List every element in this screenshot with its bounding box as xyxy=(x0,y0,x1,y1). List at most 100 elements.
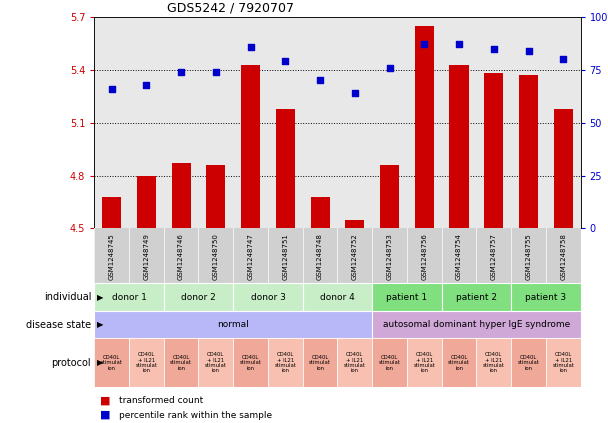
Bar xyxy=(441,283,511,311)
Text: CD40L
stimulat
ion: CD40L stimulat ion xyxy=(448,355,470,371)
Point xyxy=(142,81,151,88)
Point xyxy=(454,41,464,48)
Text: GSM1248748: GSM1248748 xyxy=(317,233,323,280)
Bar xyxy=(415,26,434,228)
Text: CD40L
+ IL21
stimulat
ion: CD40L + IL21 stimulat ion xyxy=(344,352,366,374)
Bar xyxy=(477,338,511,387)
Text: CD40L
stimulat
ion: CD40L stimulat ion xyxy=(517,355,539,371)
Bar xyxy=(94,311,372,338)
Bar xyxy=(198,338,233,387)
Text: CD40L
+ IL21
stimulat
ion: CD40L + IL21 stimulat ion xyxy=(205,352,227,374)
Bar xyxy=(137,176,156,228)
Text: GSM1248758: GSM1248758 xyxy=(560,233,566,280)
Bar xyxy=(372,338,407,387)
Bar xyxy=(233,283,303,311)
Text: GSM1248754: GSM1248754 xyxy=(456,233,462,280)
Point xyxy=(246,43,255,50)
Point xyxy=(176,69,186,75)
Bar xyxy=(484,73,503,228)
Bar xyxy=(372,311,581,338)
Text: ▶: ▶ xyxy=(97,293,104,302)
Point xyxy=(315,77,325,84)
Point xyxy=(420,41,429,48)
Bar xyxy=(94,283,164,311)
Text: donor 1: donor 1 xyxy=(111,293,147,302)
Point xyxy=(211,69,221,75)
Text: GSM1248751: GSM1248751 xyxy=(282,233,288,280)
Text: patient 3: patient 3 xyxy=(525,293,567,302)
Text: CD40L
stimulat
ion: CD40L stimulat ion xyxy=(170,355,192,371)
Bar xyxy=(233,338,268,387)
Text: CD40L
stimulat
ion: CD40L stimulat ion xyxy=(379,355,401,371)
Bar xyxy=(303,338,337,387)
Text: GSM1248746: GSM1248746 xyxy=(178,233,184,280)
Point xyxy=(385,64,395,71)
Bar xyxy=(511,338,546,387)
Point xyxy=(350,90,360,96)
Bar xyxy=(206,165,226,228)
Bar xyxy=(554,109,573,228)
Bar xyxy=(449,65,469,228)
Bar xyxy=(337,338,372,387)
Text: CD40L
stimulat
ion: CD40L stimulat ion xyxy=(240,355,261,371)
Bar xyxy=(407,338,441,387)
Bar xyxy=(372,283,441,311)
Text: protocol: protocol xyxy=(52,358,91,368)
Text: GSM1248757: GSM1248757 xyxy=(491,233,497,280)
Bar xyxy=(241,65,260,228)
Text: transformed count: transformed count xyxy=(119,396,203,405)
Bar xyxy=(164,338,198,387)
Text: CD40L
+ IL21
stimulat
ion: CD40L + IL21 stimulat ion xyxy=(413,352,435,374)
Text: ▶: ▶ xyxy=(97,358,104,367)
Text: normal: normal xyxy=(217,320,249,329)
Text: autosomal dominant hyper IgE syndrome: autosomal dominant hyper IgE syndrome xyxy=(383,320,570,329)
Text: CD40L
stimulat
ion: CD40L stimulat ion xyxy=(101,355,123,371)
Bar xyxy=(511,283,581,311)
Bar xyxy=(311,197,330,228)
Bar xyxy=(345,220,364,228)
Bar xyxy=(546,338,581,387)
Text: ■: ■ xyxy=(100,410,111,420)
Text: CD40L
+ IL21
stimulat
ion: CD40L + IL21 stimulat ion xyxy=(136,352,157,374)
Bar xyxy=(164,283,233,311)
Point xyxy=(558,56,568,63)
Text: GSM1248745: GSM1248745 xyxy=(109,233,115,280)
Text: patient 1: patient 1 xyxy=(386,293,427,302)
Text: CD40L
stimulat
ion: CD40L stimulat ion xyxy=(309,355,331,371)
Bar xyxy=(303,283,372,311)
Text: donor 2: donor 2 xyxy=(181,293,216,302)
Text: donor 3: donor 3 xyxy=(250,293,285,302)
Text: GSM1248753: GSM1248753 xyxy=(387,233,393,280)
Bar xyxy=(94,338,129,387)
Text: patient 2: patient 2 xyxy=(456,293,497,302)
Text: percentile rank within the sample: percentile rank within the sample xyxy=(119,411,272,420)
Text: GSM1248749: GSM1248749 xyxy=(143,233,150,280)
Bar xyxy=(441,338,477,387)
Text: GSM1248755: GSM1248755 xyxy=(525,233,531,280)
Point xyxy=(107,85,117,92)
Text: GDS5242 / 7920707: GDS5242 / 7920707 xyxy=(167,2,294,15)
Text: CD40L
+ IL21
stimulat
ion: CD40L + IL21 stimulat ion xyxy=(552,352,574,374)
Text: ■: ■ xyxy=(100,396,111,406)
Text: GSM1248752: GSM1248752 xyxy=(352,233,358,280)
Bar xyxy=(519,75,538,228)
Text: GSM1248747: GSM1248747 xyxy=(247,233,254,280)
Point xyxy=(280,58,290,65)
Text: CD40L
+ IL21
stimulat
ion: CD40L + IL21 stimulat ion xyxy=(483,352,505,374)
Text: ▶: ▶ xyxy=(97,320,104,329)
Bar xyxy=(276,109,295,228)
Point xyxy=(523,47,533,54)
Bar xyxy=(129,338,164,387)
Bar xyxy=(268,338,303,387)
Text: donor 4: donor 4 xyxy=(320,293,355,302)
Bar xyxy=(171,163,191,228)
Text: GSM1248750: GSM1248750 xyxy=(213,233,219,280)
Text: GSM1248756: GSM1248756 xyxy=(421,233,427,280)
Bar xyxy=(102,197,121,228)
Text: CD40L
+ IL21
stimulat
ion: CD40L + IL21 stimulat ion xyxy=(274,352,296,374)
Bar xyxy=(94,228,581,283)
Text: disease state: disease state xyxy=(26,320,91,330)
Bar xyxy=(380,165,399,228)
Point xyxy=(489,45,499,52)
Text: individual: individual xyxy=(44,292,91,302)
